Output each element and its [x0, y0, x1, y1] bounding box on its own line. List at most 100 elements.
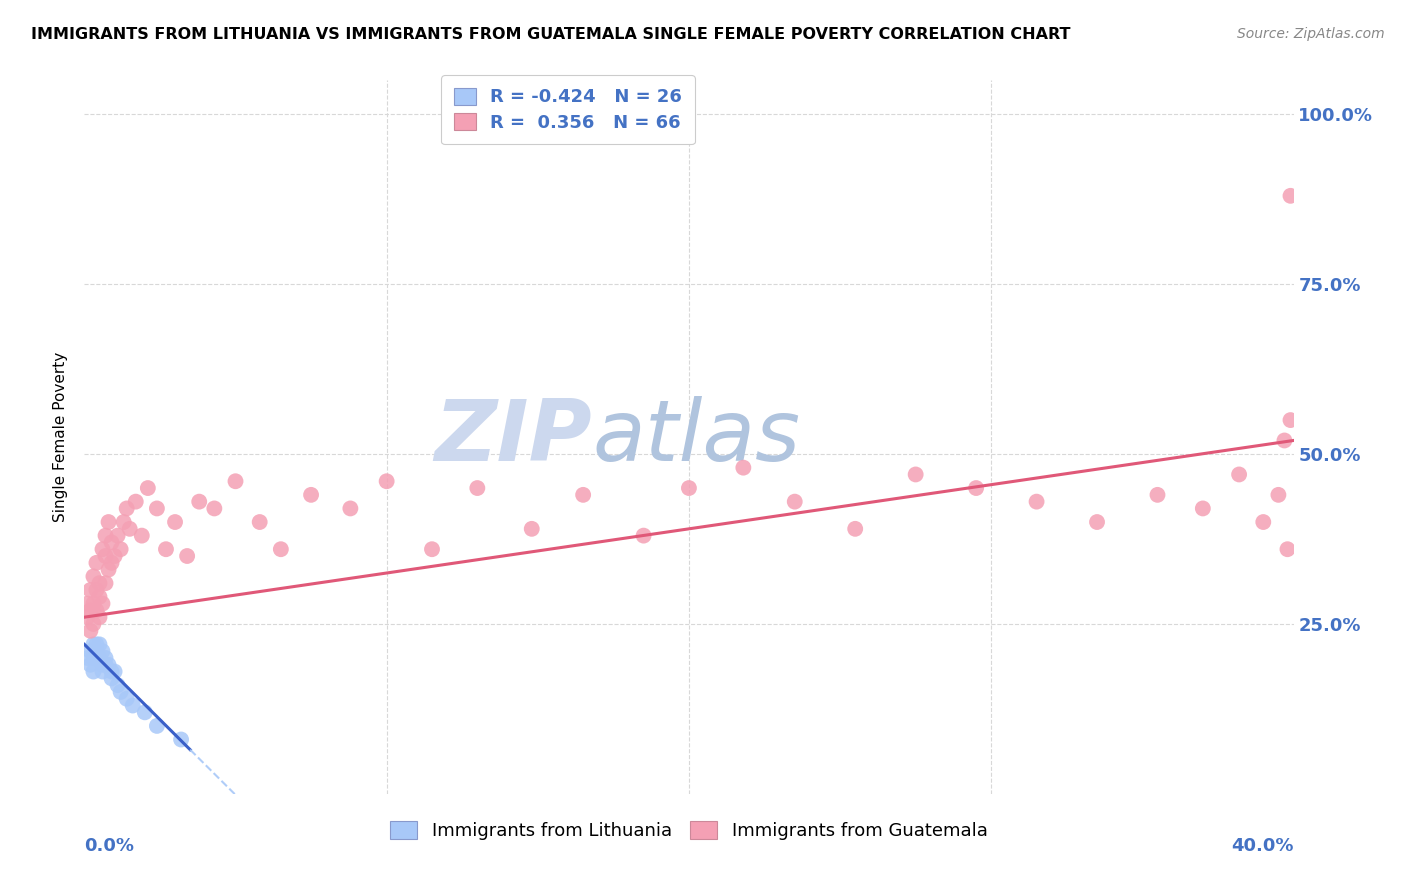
Point	[1192, 501, 1215, 516]
Point	[110, 542, 132, 557]
Point	[104, 665, 127, 679]
Point	[270, 542, 292, 557]
Point	[633, 528, 655, 542]
Text: ZIP: ZIP	[434, 395, 592, 479]
Point	[202, 501, 225, 516]
Text: Source: ZipAtlas.com: Source: ZipAtlas.com	[1237, 27, 1385, 41]
Point	[86, 556, 108, 570]
Point	[678, 481, 700, 495]
Point	[91, 665, 114, 679]
Point	[91, 644, 114, 658]
Point	[100, 665, 122, 679]
Point	[420, 542, 443, 557]
Point	[783, 494, 806, 508]
Point	[94, 657, 117, 672]
Point	[79, 657, 101, 672]
Point	[79, 582, 101, 597]
Point	[188, 494, 211, 508]
Point	[165, 515, 187, 529]
Point	[520, 522, 543, 536]
Point	[76, 597, 98, 611]
Point	[94, 576, 117, 591]
Point	[1274, 434, 1296, 448]
Point	[91, 597, 114, 611]
Point	[82, 651, 104, 665]
Point	[125, 494, 148, 508]
Point	[1085, 515, 1108, 529]
Point	[1267, 488, 1289, 502]
Point	[1279, 189, 1302, 203]
Point	[89, 590, 111, 604]
Point	[100, 556, 122, 570]
Point	[299, 488, 322, 502]
Point	[467, 481, 489, 495]
Point	[89, 610, 111, 624]
Point	[89, 576, 111, 591]
Point	[1253, 515, 1275, 529]
Point	[225, 475, 247, 489]
Point	[1279, 413, 1302, 427]
Point	[91, 657, 114, 672]
Point	[79, 644, 101, 658]
Point	[79, 603, 101, 617]
Point	[82, 569, 104, 583]
Point	[86, 603, 108, 617]
Point	[110, 685, 132, 699]
Point	[86, 637, 108, 651]
Point	[100, 535, 122, 549]
Point	[115, 501, 138, 516]
Point	[121, 698, 143, 713]
Point	[104, 549, 127, 563]
Point	[904, 467, 927, 482]
Point	[115, 691, 138, 706]
Point	[339, 501, 361, 516]
Point	[170, 732, 193, 747]
Point	[155, 542, 177, 557]
Text: 0.0%: 0.0%	[84, 837, 135, 855]
Point	[1146, 488, 1168, 502]
Point	[134, 706, 156, 720]
Point	[82, 597, 104, 611]
Point	[965, 481, 987, 495]
Point	[97, 657, 120, 672]
Point	[89, 637, 111, 651]
Point	[249, 515, 271, 529]
Legend: Immigrants from Lithuania, Immigrants from Guatemala: Immigrants from Lithuania, Immigrants fr…	[381, 813, 997, 849]
Point	[1227, 467, 1250, 482]
Point	[375, 475, 398, 489]
Point	[146, 501, 169, 516]
Point	[107, 528, 129, 542]
Point	[1025, 494, 1047, 508]
Point	[89, 651, 111, 665]
Point	[1277, 542, 1299, 557]
Point	[146, 719, 169, 733]
Point	[844, 522, 866, 536]
Point	[94, 651, 117, 665]
Point	[82, 617, 104, 632]
Text: atlas: atlas	[592, 395, 800, 479]
Point	[97, 515, 120, 529]
Point	[91, 542, 114, 557]
Point	[176, 549, 198, 563]
Point	[86, 582, 108, 597]
Point	[76, 610, 98, 624]
Point	[136, 481, 159, 495]
Point	[82, 637, 104, 651]
Point	[76, 651, 98, 665]
Point	[733, 460, 755, 475]
Text: IMMIGRANTS FROM LITHUANIA VS IMMIGRANTS FROM GUATEMALA SINGLE FEMALE POVERTY COR: IMMIGRANTS FROM LITHUANIA VS IMMIGRANTS …	[31, 27, 1070, 42]
Point	[79, 624, 101, 638]
Point	[94, 528, 117, 542]
Point	[107, 678, 129, 692]
Point	[94, 549, 117, 563]
Point	[131, 528, 153, 542]
Y-axis label: Single Female Poverty: Single Female Poverty	[53, 352, 69, 522]
Point	[572, 488, 595, 502]
Point	[100, 671, 122, 685]
Point	[82, 665, 104, 679]
Point	[118, 522, 141, 536]
Text: 40.0%: 40.0%	[1232, 837, 1294, 855]
Point	[97, 563, 120, 577]
Point	[112, 515, 135, 529]
Point	[86, 644, 108, 658]
